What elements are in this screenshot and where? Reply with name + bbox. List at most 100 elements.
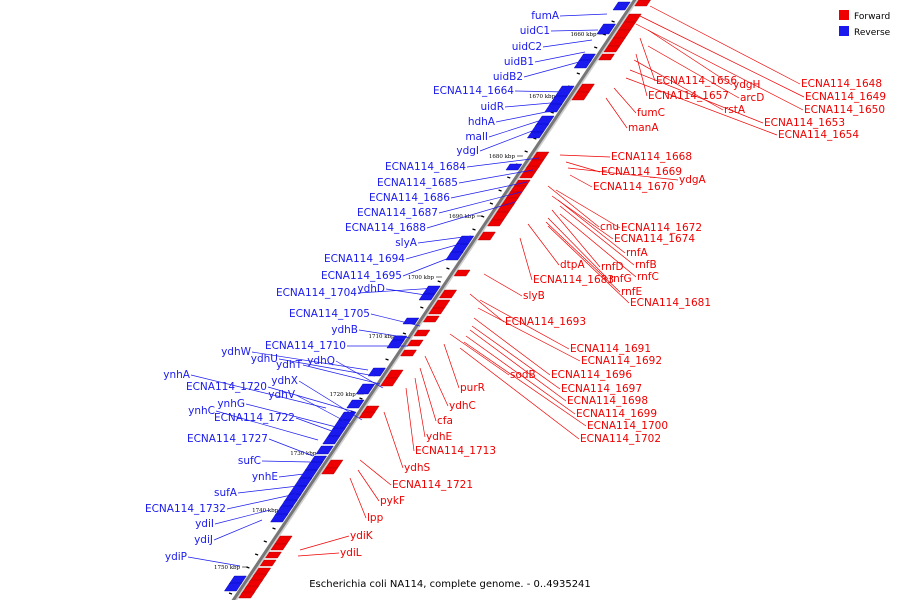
scale-tick-label: 1690 kbp [449,214,476,220]
forward-connector [349,477,367,519]
forward-gene [422,315,440,323]
forward-gene [438,289,458,299]
forward-connector [459,347,580,440]
reverse-gene-label: ydhX [271,375,298,387]
forward-gene [519,171,536,179]
reverse-connector [466,157,540,168]
scale-tick-label: 1720 kbp [330,392,357,398]
scale-tick-label: 1710 kbp [368,334,395,340]
forward-gene [634,0,651,7]
reverse-connector [523,61,580,78]
forward-connector [635,23,804,111]
scale-tick-label: 1670 kbp [529,94,556,100]
reverse-connector [251,351,369,371]
reverse-connector [417,235,472,244]
forward-connector [569,174,593,188]
track-dot [272,527,276,530]
scale-tick-label: 1750 kbp [214,565,241,571]
forward-gene-label: arcD [740,92,764,104]
forward-gene [238,591,256,599]
reverse-connector [213,519,263,541]
forward-gene-label: ECNA114_1693 [505,316,586,328]
forward-gene-label: ECNA114_1670 [593,181,674,193]
forward-connector [473,317,551,376]
forward-gene [380,377,399,387]
reverse-gene-label: uidR [480,101,504,113]
reverse-gene-label: ECNA114_1695 [321,270,402,282]
forward-gene-label: ECNA114_1713 [415,445,496,457]
forward-gene [487,219,504,227]
forward-gene [477,231,496,241]
forward-gene-label: rnfE [621,286,642,298]
forward-connector [449,333,510,376]
reverse-gene-label: ydhU [251,353,278,365]
forward-gene-label: ECNA114_1668 [611,151,692,163]
legend-reverse-swatch [839,26,849,36]
forward-gene-label: ydhE [426,431,452,443]
forward-gene-label: purR [460,382,485,394]
legend-forward-label: Forward [854,12,890,22]
forward-connector [565,161,601,173]
forward-connector [639,37,656,82]
forward-gene-label: ECNA114_1653 [764,117,845,129]
reverse-connector [385,288,433,297]
forward-connector [625,77,778,136]
forward-connector [647,45,740,99]
forward-gene-label: slyB [523,290,545,302]
reverse-gene [355,383,376,395]
forward-gene [603,45,621,53]
reverse-gene [612,1,631,11]
forward-gene [406,339,424,347]
track-dot [228,592,233,595]
forward-connector [557,199,626,254]
forward-gene-label: sodB [510,369,536,381]
track-dot [594,46,598,49]
forward-gene [571,91,590,101]
forward-gene-label: ECNA114_1697 [561,383,642,395]
forward-connector [359,459,392,486]
forward-connector [633,59,724,111]
reverse-gene-label: sufA [214,487,238,499]
forward-connector [383,411,404,469]
forward-gene-label: ECNA114_1721 [392,479,473,491]
track-dot [254,553,259,556]
reverse-connector [237,485,299,494]
forward-connector [469,329,567,402]
reverse-connector [226,493,297,510]
forward-connector [519,237,533,281]
forward-connector [547,185,600,228]
legend-forward-swatch [839,10,849,20]
track-dot [576,72,581,75]
reverse-connector [267,386,356,413]
forward-connector [479,299,570,350]
forward-gene-label: ECNA114_1674 [614,233,695,245]
reverse-gene-label: ydhT [276,359,303,371]
scale-tick-label: 1700 kbp [408,275,435,281]
reverse-connector [542,39,593,48]
reverse-connector [302,364,381,385]
forward-gene-label: ECNA114_1669 [601,166,682,178]
track-dot [472,228,476,231]
reverse-gene-label: ECNA114_1687 [357,207,438,219]
track-dot [498,189,502,192]
forward-connector [545,221,621,293]
reverse-connector [278,473,305,478]
reverse-gene-label: ECNA114_1694 [324,253,405,265]
reverse-gene [526,131,544,139]
forward-connector [567,167,679,181]
forward-gene [400,349,417,357]
reverse-gene [402,317,420,325]
forward-gene-label: ydiL [340,547,362,559]
reverse-gene-label: ECNA114_1722 [214,412,295,424]
forward-gene-label: ECNA114_1683 [533,274,614,286]
reverse-gene-label: ydhW [221,346,252,358]
reverse-gene [596,23,616,35]
reverse-gene-label: ECNA114_1686 [369,192,450,204]
reverse-gene [445,251,464,261]
reverse-connector [488,117,549,138]
reverse-connector [335,360,384,389]
track-dot [359,397,363,400]
forward-connector [471,325,561,390]
reverse-connector [514,90,569,93]
track-dot [437,280,441,283]
